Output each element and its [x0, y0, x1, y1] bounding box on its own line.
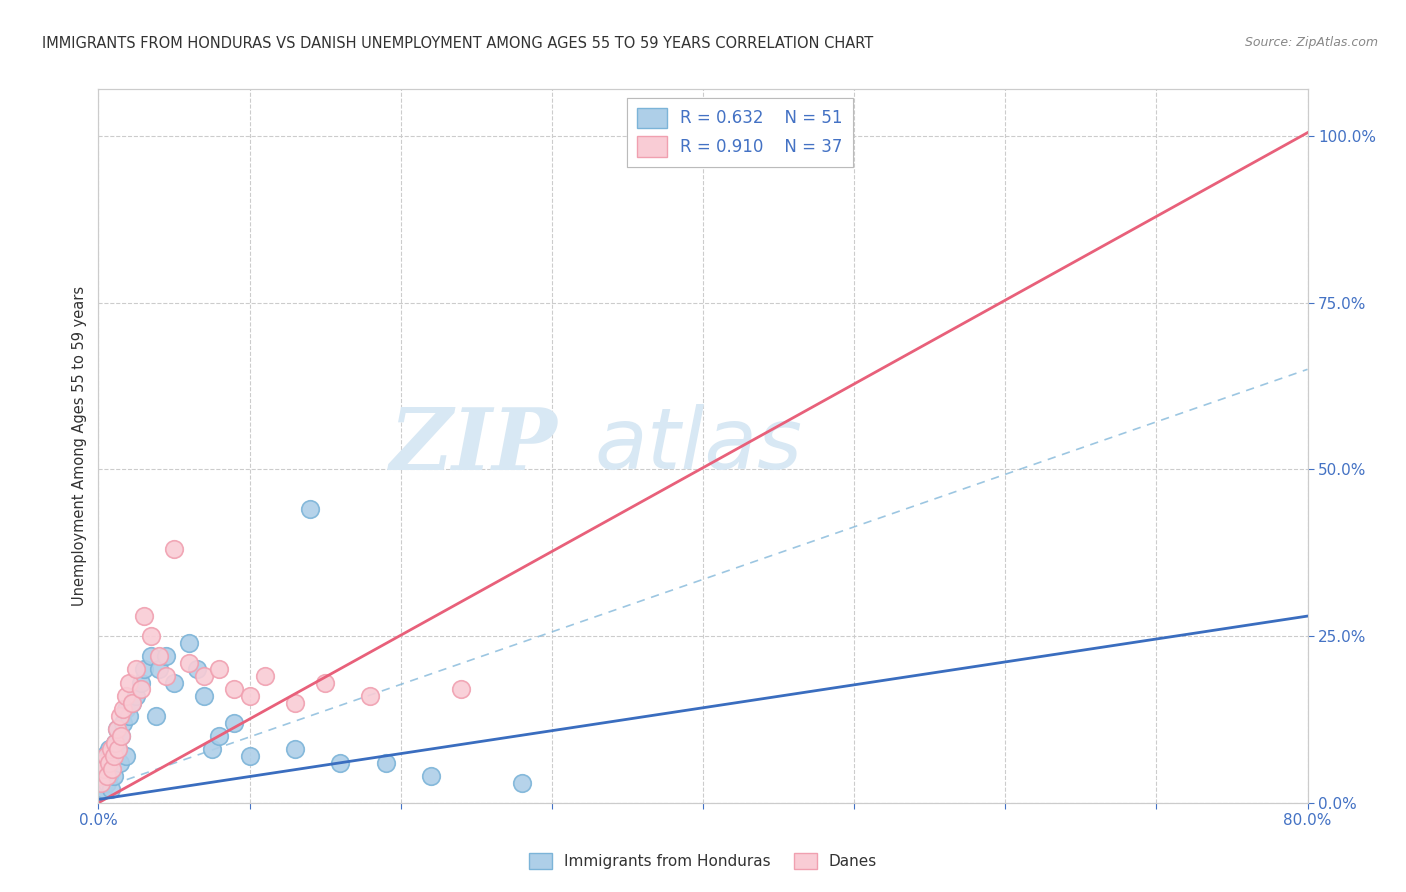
Text: Source: ZipAtlas.com: Source: ZipAtlas.com — [1244, 36, 1378, 49]
Point — [100, 782, 122, 797]
Point — [284, 696, 307, 710]
Point — [96, 776, 118, 790]
Point — [111, 715, 134, 730]
Point — [148, 662, 170, 676]
Point — [193, 669, 215, 683]
Point — [100, 742, 122, 756]
Point — [420, 769, 443, 783]
Point — [105, 723, 128, 737]
Point — [224, 715, 246, 730]
Point — [98, 742, 121, 756]
Point — [91, 782, 114, 797]
Point — [91, 769, 114, 783]
Point — [329, 756, 352, 770]
Point — [145, 709, 167, 723]
Point — [107, 742, 129, 756]
Point — [96, 763, 118, 777]
Point — [450, 682, 472, 697]
Point — [108, 756, 131, 770]
Point — [114, 689, 136, 703]
Point — [96, 769, 118, 783]
Point — [125, 689, 148, 703]
Y-axis label: Unemployment Among Ages 55 to 59 years: Unemployment Among Ages 55 to 59 years — [72, 286, 87, 606]
Point — [90, 776, 112, 790]
Point — [193, 689, 215, 703]
Point — [239, 749, 262, 764]
Legend: Immigrants from Honduras, Danes: Immigrants from Honduras, Danes — [523, 847, 883, 875]
Text: atlas: atlas — [595, 404, 803, 488]
Point — [111, 702, 134, 716]
Point — [93, 776, 115, 790]
Point — [125, 662, 148, 676]
Point — [98, 756, 121, 770]
Point — [510, 776, 533, 790]
Text: ZIP: ZIP — [389, 404, 558, 488]
Point — [141, 629, 163, 643]
Point — [360, 689, 382, 703]
Point — [103, 769, 125, 783]
Point — [94, 769, 117, 783]
Point — [224, 682, 246, 697]
Point — [155, 669, 177, 683]
Point — [107, 742, 129, 756]
Point — [314, 675, 336, 690]
Point — [129, 675, 152, 690]
Point — [90, 776, 112, 790]
Point — [201, 742, 224, 756]
Point — [91, 756, 114, 770]
Point — [118, 709, 141, 723]
Legend: R = 0.632    N = 51, R = 0.910    N = 37: R = 0.632 N = 51, R = 0.910 N = 37 — [627, 97, 852, 167]
Point — [118, 675, 141, 690]
Point — [114, 749, 136, 764]
Point — [284, 742, 307, 756]
Point — [103, 749, 125, 764]
Point — [93, 749, 115, 764]
Point — [121, 696, 143, 710]
Point — [104, 736, 127, 750]
Point — [114, 702, 136, 716]
Point — [129, 682, 152, 697]
Point — [179, 636, 201, 650]
Point — [299, 502, 322, 516]
Point — [93, 763, 115, 777]
Point — [208, 729, 231, 743]
Point — [163, 675, 186, 690]
Point — [101, 763, 124, 777]
Text: IMMIGRANTS FROM HONDURAS VS DANISH UNEMPLOYMENT AMONG AGES 55 TO 59 YEARS CORREL: IMMIGRANTS FROM HONDURAS VS DANISH UNEMP… — [42, 36, 873, 51]
Point — [148, 649, 170, 664]
Point — [110, 729, 132, 743]
Point — [1327, 128, 1350, 143]
Point — [239, 689, 262, 703]
Point — [100, 756, 122, 770]
Point — [179, 656, 201, 670]
Point — [94, 749, 117, 764]
Point — [89, 769, 111, 783]
Point — [101, 763, 124, 777]
Point — [208, 662, 231, 676]
Point — [94, 756, 117, 770]
Point — [374, 756, 396, 770]
Point — [155, 649, 177, 664]
Point — [89, 782, 111, 797]
Point — [163, 542, 186, 557]
Point — [91, 756, 114, 770]
Point — [105, 723, 128, 737]
Point — [98, 769, 121, 783]
Point — [141, 649, 163, 664]
Point — [132, 662, 155, 676]
Point — [104, 736, 127, 750]
Point — [93, 763, 115, 777]
Point — [108, 709, 131, 723]
Point — [132, 609, 155, 624]
Point — [110, 729, 132, 743]
Point — [253, 669, 276, 683]
Point — [121, 696, 143, 710]
Point — [90, 763, 112, 777]
Point — [186, 662, 208, 676]
Point — [103, 749, 125, 764]
